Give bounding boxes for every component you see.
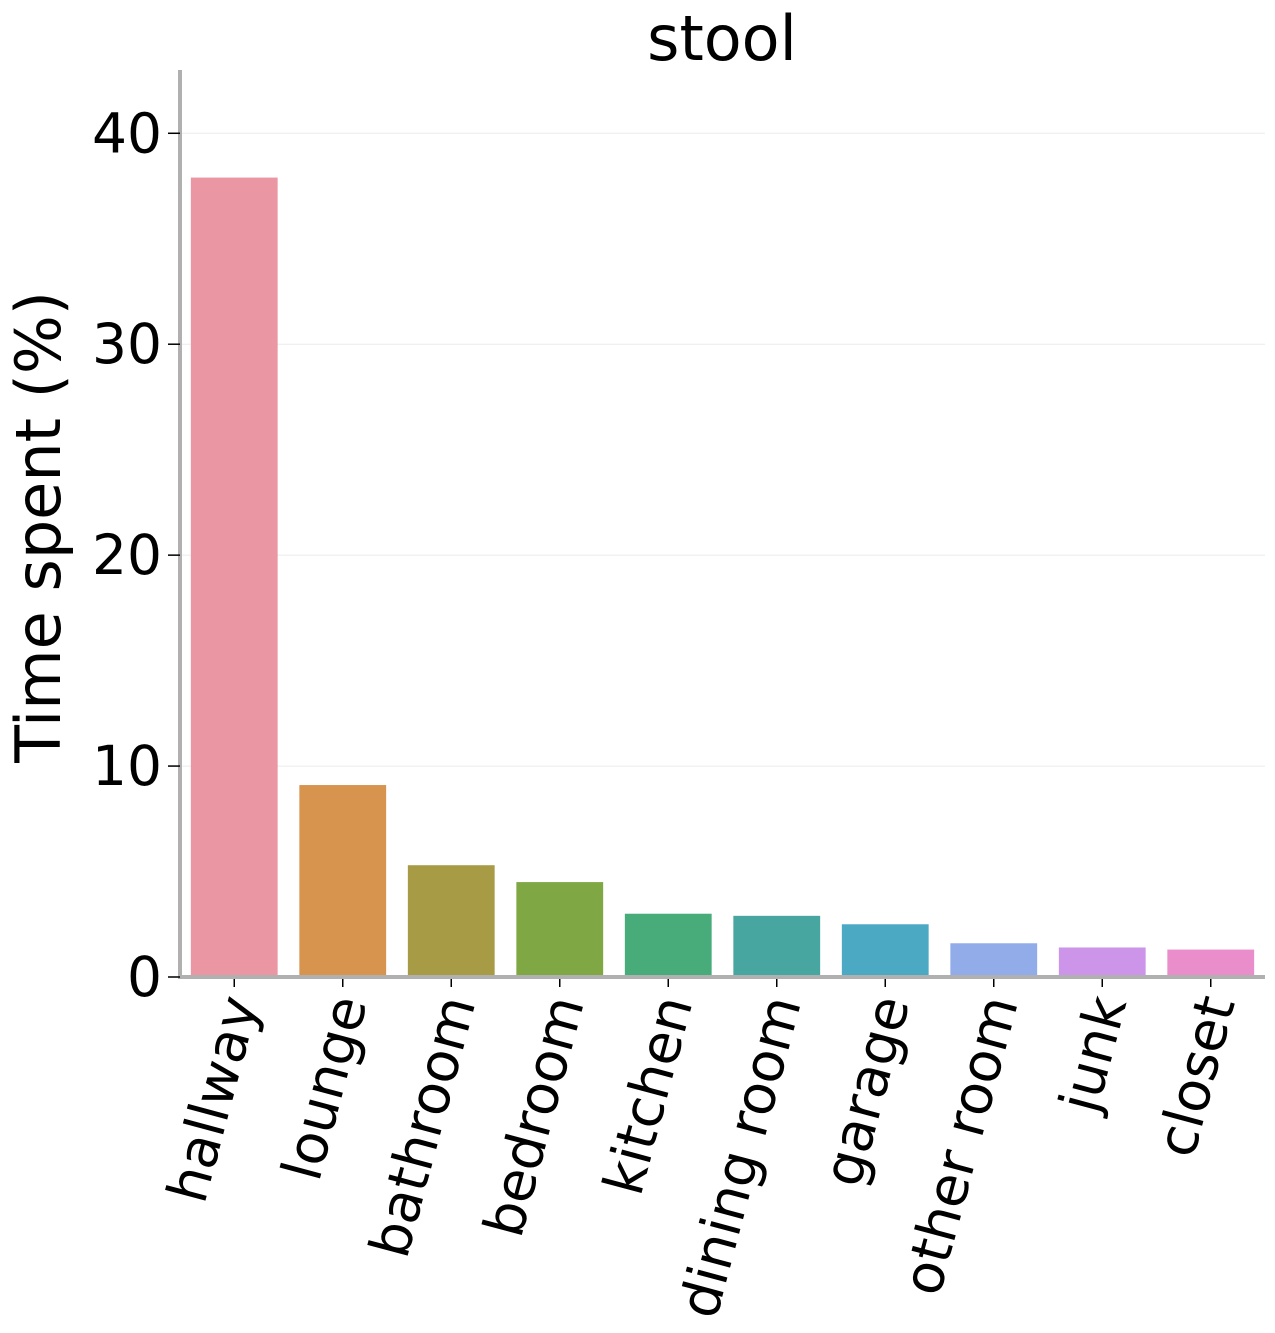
x-tick-label: bedroom: [471, 989, 596, 1243]
axes: [178, 70, 1265, 987]
bar-garage: [841, 924, 929, 977]
x-tick-label: hallway: [155, 989, 271, 1209]
bar-hallway: [190, 177, 278, 978]
y-axis-label: Time spent (%): [2, 291, 75, 764]
bar-other-room: [950, 943, 1038, 977]
bar-kitchen: [624, 913, 712, 977]
bars: [190, 177, 1255, 978]
x-tick-label: bathroom: [357, 989, 488, 1264]
y-tick-label: 40: [92, 101, 162, 165]
x-tick-label: lounge: [269, 989, 379, 1187]
y-tick-label: 20: [92, 523, 162, 587]
y-ticks: 0 10 20 30 40: [92, 101, 180, 1009]
y-tick-label: 10: [92, 734, 162, 798]
bar-junk: [1058, 947, 1146, 977]
chart-title: stool: [647, 2, 797, 75]
bar-closet: [1167, 949, 1255, 977]
x-tick-label: junk: [1047, 989, 1139, 1120]
bar-bedroom: [516, 882, 604, 977]
grid-lines: [180, 132, 1265, 767]
x-tick-label: garage: [810, 989, 922, 1193]
y-tick-label: 30: [92, 312, 162, 376]
bar-lounge: [299, 785, 387, 977]
x-tick-label: kitchen: [591, 989, 705, 1201]
x-tick-label: closet: [1144, 989, 1248, 1163]
bar-dining-room: [733, 915, 821, 977]
x-tick-labels: hallwayloungebathroombedroomkitchendinin…: [155, 989, 1248, 1324]
bar-bathroom: [407, 865, 495, 977]
y-tick-label: 0: [127, 945, 162, 1009]
